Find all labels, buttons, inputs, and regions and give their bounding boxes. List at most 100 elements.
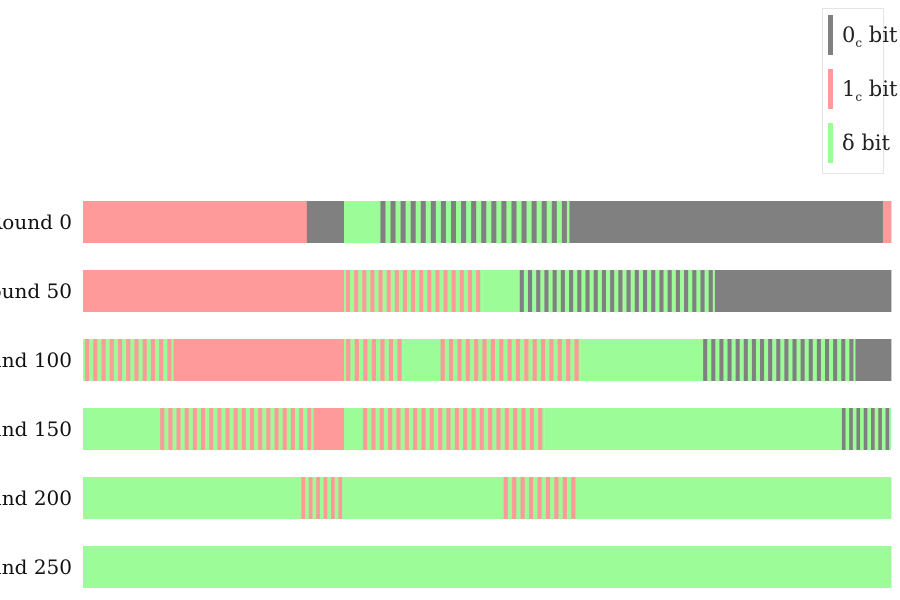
stripe-mark bbox=[258, 408, 263, 450]
stripe-mark bbox=[501, 201, 507, 243]
stripe-mark bbox=[521, 201, 527, 243]
stripe-mark bbox=[776, 339, 781, 381]
stripe-mark bbox=[394, 270, 399, 312]
segment-1c bbox=[313, 408, 345, 450]
stripe-mark bbox=[192, 408, 197, 450]
stripe-mark bbox=[824, 339, 830, 381]
stripe-mark bbox=[440, 339, 445, 381]
stripe-mark bbox=[760, 339, 765, 381]
stripe-mark bbox=[282, 408, 287, 450]
stripe-mark bbox=[117, 339, 123, 381]
segment-delta bbox=[343, 477, 502, 519]
stripe-mark bbox=[413, 408, 418, 450]
stripe-mark bbox=[301, 477, 306, 519]
stripe-mark bbox=[571, 477, 576, 519]
stripe-mark bbox=[618, 270, 623, 312]
stripe-mark bbox=[557, 339, 562, 381]
stripe-mark bbox=[651, 270, 656, 312]
row-round-50: Round 50 bbox=[0, 270, 892, 312]
segment-1c bbox=[83, 270, 345, 312]
stripe-mark bbox=[684, 270, 689, 312]
stripe-mark bbox=[515, 339, 521, 381]
legend-label-0c: 0c bit bbox=[842, 23, 898, 51]
stripe-mark bbox=[642, 270, 648, 312]
segment-delta bbox=[83, 546, 892, 588]
stripe-mark bbox=[465, 339, 470, 381]
stripe-mark bbox=[370, 270, 375, 312]
stripe-mark bbox=[521, 408, 526, 450]
stripe-mark bbox=[454, 408, 459, 450]
stripe-mark bbox=[167, 339, 172, 381]
stripe-mark bbox=[316, 477, 320, 519]
stripe-mark bbox=[711, 339, 716, 381]
stripe-mark bbox=[552, 270, 557, 312]
stripe-mark bbox=[479, 408, 484, 450]
stripe-mark bbox=[841, 408, 846, 450]
stripe-mark bbox=[378, 270, 383, 312]
stripe-mark bbox=[743, 339, 748, 381]
stripe-mark bbox=[784, 339, 789, 381]
striped-segment bbox=[299, 477, 344, 519]
row-round-100: Round 100 bbox=[0, 339, 892, 381]
stripe-mark bbox=[727, 339, 732, 381]
stripe-mark bbox=[562, 477, 567, 519]
stripe-mark bbox=[610, 270, 615, 312]
stripe-mark bbox=[511, 201, 517, 243]
stripe-mark bbox=[379, 408, 384, 450]
row-round-200: Round 200 bbox=[0, 477, 892, 519]
stripe-mark bbox=[126, 339, 131, 381]
segment-1c bbox=[882, 201, 892, 243]
row-label: Round 0 bbox=[0, 210, 72, 234]
stripe-mark bbox=[708, 270, 713, 312]
stripe-mark bbox=[201, 408, 206, 450]
stripe-mark bbox=[549, 339, 554, 381]
stripe-mark bbox=[420, 201, 426, 243]
stripe-mark bbox=[371, 339, 377, 381]
stripe-mark bbox=[593, 270, 598, 312]
stripe-mark bbox=[527, 270, 533, 312]
segment-delta bbox=[83, 477, 300, 519]
stripe-mark bbox=[331, 477, 335, 519]
stripe-mark bbox=[634, 270, 639, 312]
stripe-mark bbox=[601, 270, 607, 312]
row-label: Round 150 bbox=[0, 417, 72, 441]
stripe-mark bbox=[404, 408, 409, 450]
stripe-mark bbox=[659, 270, 664, 312]
segment-0c bbox=[714, 270, 892, 312]
stripe-mark bbox=[524, 339, 529, 381]
legend: 0c bit 1c bit δ bit bbox=[822, 8, 897, 174]
stripe-mark bbox=[574, 339, 579, 381]
stripe-mark bbox=[397, 339, 402, 381]
stripe-mark bbox=[233, 408, 238, 450]
stripe-mark bbox=[150, 339, 155, 381]
segment-delta bbox=[403, 339, 439, 381]
stripe-mark bbox=[560, 270, 565, 312]
row-round-250: Round 250 bbox=[0, 546, 892, 588]
segment-0c bbox=[855, 339, 892, 381]
stripe-mark bbox=[427, 270, 432, 312]
stripe-mark bbox=[849, 339, 854, 381]
stripe-mark bbox=[101, 339, 106, 381]
stripe-mark bbox=[446, 408, 451, 450]
stripe-mark bbox=[448, 339, 454, 381]
segment-0c bbox=[569, 201, 884, 243]
stripe-mark bbox=[298, 408, 304, 450]
stripe-mark bbox=[463, 408, 468, 450]
stripe-mark bbox=[878, 408, 882, 450]
stripe-mark bbox=[519, 270, 524, 312]
stripe-mark bbox=[551, 201, 557, 243]
stripe-mark bbox=[481, 201, 487, 243]
stripe-mark bbox=[871, 408, 875, 450]
stripe-mark bbox=[85, 339, 90, 381]
stripe-mark bbox=[703, 339, 708, 381]
stripe-mark bbox=[109, 339, 114, 381]
stripe-mark bbox=[217, 408, 222, 450]
segment-delta bbox=[343, 408, 362, 450]
stripe-mark bbox=[435, 270, 440, 312]
stripe-mark bbox=[176, 408, 181, 450]
stripe-mark bbox=[451, 270, 456, 312]
stripe-mark bbox=[841, 339, 846, 381]
stripe-mark bbox=[443, 270, 448, 312]
stripe-mark bbox=[554, 477, 559, 519]
